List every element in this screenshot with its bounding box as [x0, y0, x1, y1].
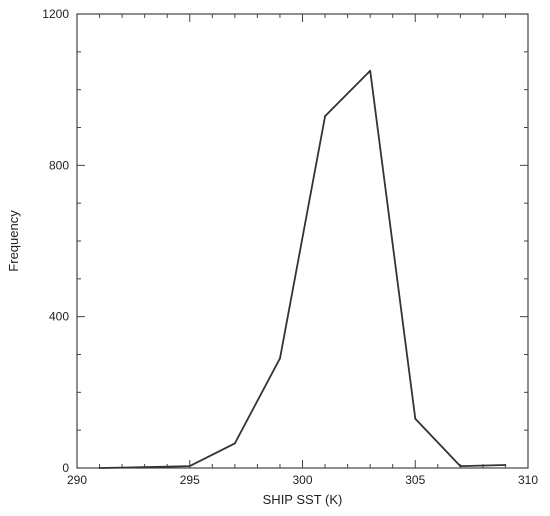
x-axis-label: SHIP SST (K)	[263, 492, 343, 507]
x-tick-label: 295	[180, 473, 200, 487]
y-tick-label: 400	[49, 310, 69, 324]
data-point	[414, 418, 416, 420]
x-tick-label: 300	[292, 473, 312, 487]
data-point	[234, 443, 236, 445]
y-tick-label: 800	[49, 158, 69, 172]
y-tick-label: 0	[62, 461, 69, 475]
series	[99, 70, 507, 469]
data-point	[505, 464, 507, 466]
data-point	[144, 466, 146, 468]
tick-labels: 290 295 300 305 310 0 400 800 1200	[42, 7, 538, 487]
series-line	[100, 71, 506, 468]
y-tick-label: 1200	[42, 7, 69, 21]
data-point	[459, 465, 461, 467]
data-point	[279, 357, 281, 359]
x-tick-label: 310	[518, 473, 538, 487]
data-point	[369, 70, 371, 72]
y-axis-label: Frequency	[6, 210, 21, 272]
data-point	[189, 465, 191, 467]
x-tick-label: 290	[67, 473, 87, 487]
data-point	[99, 467, 101, 469]
x-tick-label: 305	[405, 473, 425, 487]
data-point	[324, 115, 326, 117]
